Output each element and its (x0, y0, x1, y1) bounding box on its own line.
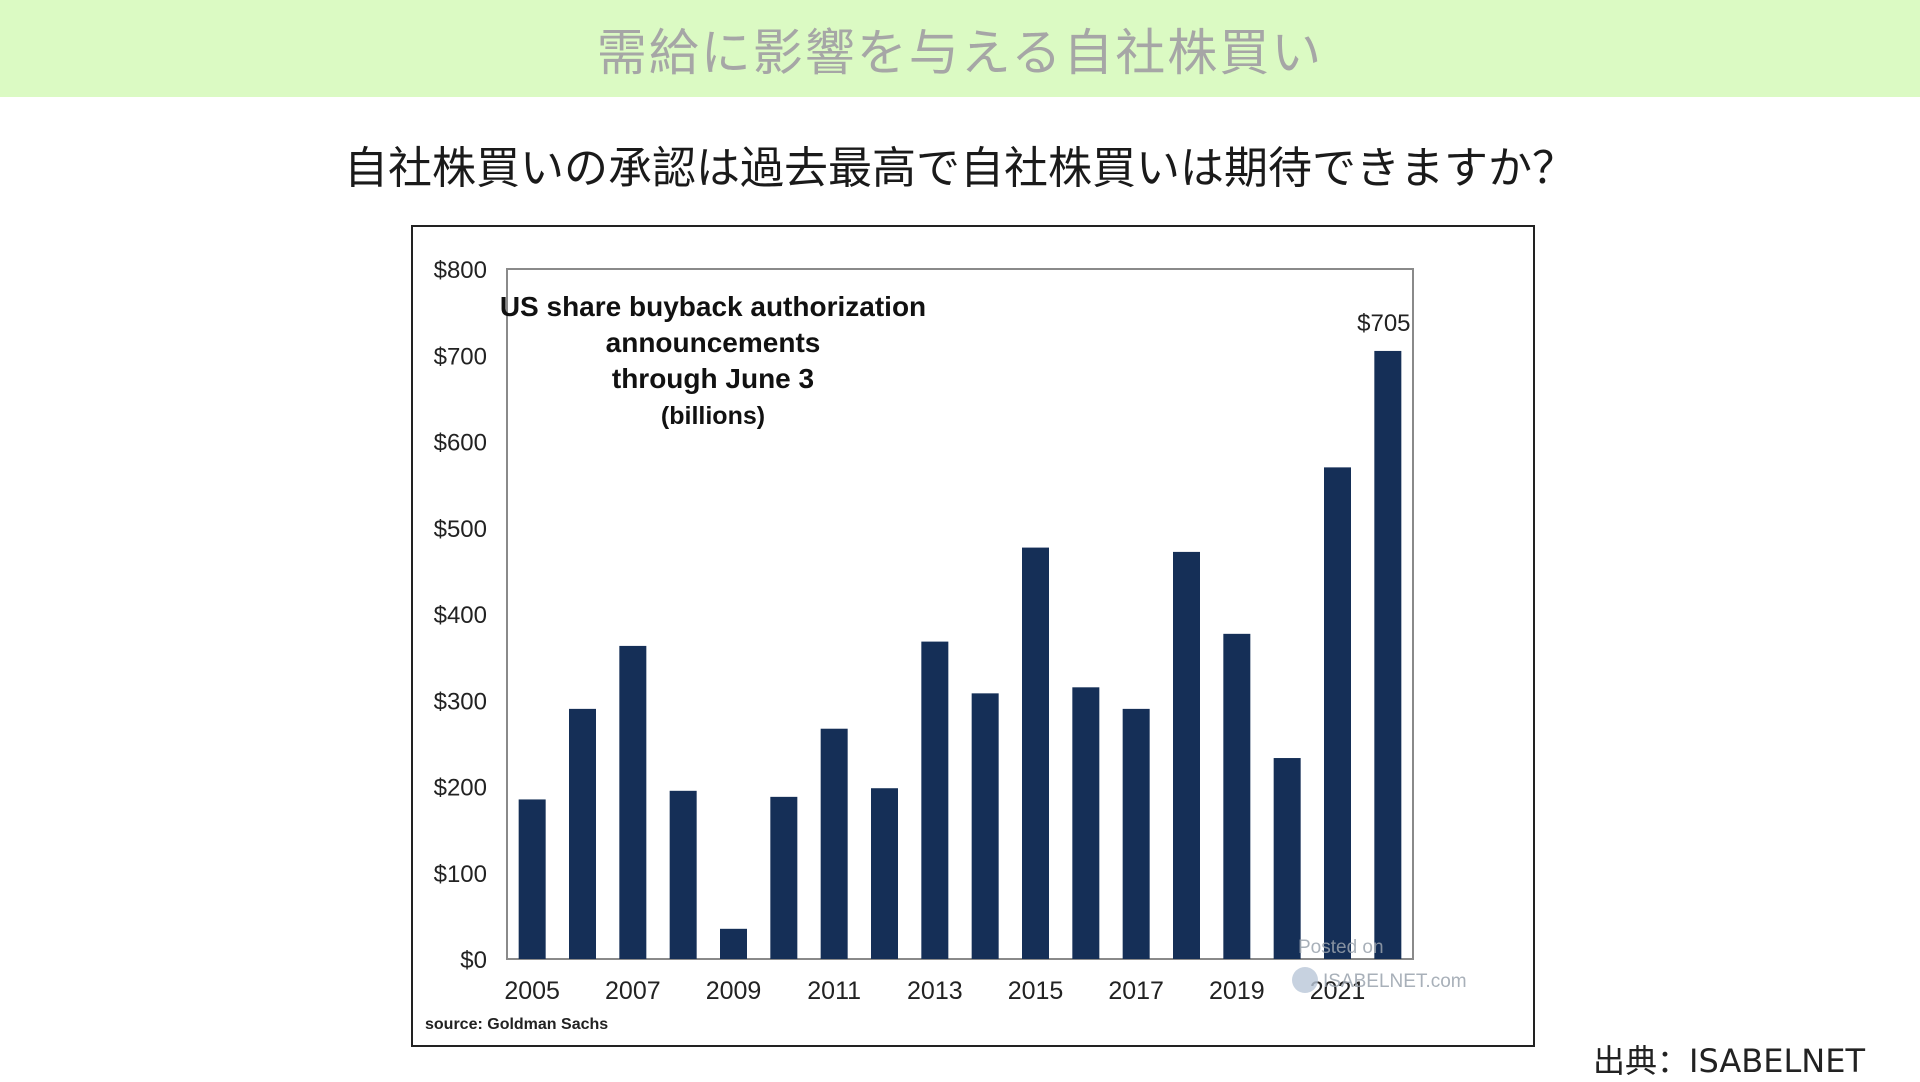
y-tick-label: $100 (434, 861, 487, 888)
bar-2017 (1122, 708, 1150, 959)
title-banner: 需給に影響を与える自社株買い (0, 0, 1920, 97)
bar-2021 (1324, 467, 1351, 959)
x-tick-label: 2015 (1008, 977, 1064, 1005)
chart-frame: $0 $100 $200 $300 $400 $500 $600 $700 $800 2005 20… (411, 225, 1535, 1047)
bar-2013 (921, 641, 949, 959)
x-tick-label: 2019 (1209, 977, 1265, 1005)
bar-2010 (770, 796, 798, 959)
chart-title-line: announcements (606, 327, 821, 358)
x-tick-label: 2009 (706, 977, 762, 1005)
y-tick-label: $600 (434, 430, 487, 457)
watermark-site: ISABELNET.com (1323, 971, 1467, 992)
y-tick-label: $400 (434, 602, 487, 629)
x-tick-label: 2007 (605, 977, 661, 1005)
y-tick-label: $700 (434, 343, 487, 370)
bar-2022 (1374, 350, 1402, 959)
chart-title-line: through June 3 (612, 363, 814, 394)
isabelnet-logo-icon (1292, 967, 1318, 993)
chart-title-line: US share buyback authorization (500, 291, 926, 322)
bar-2014 (971, 693, 999, 959)
y-tick-label: $200 (434, 775, 487, 802)
bar-2008 (669, 790, 697, 959)
bar-2019 (1223, 633, 1251, 959)
x-tick-label: 2017 (1108, 977, 1164, 1005)
bar-2015 (1022, 547, 1049, 959)
x-tick-label: 2011 (807, 977, 861, 1005)
data-label-2022: $705 (1357, 310, 1410, 337)
bar-2016 (1072, 687, 1100, 959)
bar-2011 (820, 728, 848, 959)
slide-subtitle: 自社株買いの承認は過去最高で自社株買いは期待できますか？ (344, 143, 1576, 194)
y-tick-label: $0 (460, 947, 487, 974)
y-tick-label: $500 (434, 516, 487, 543)
bar-2020 (1273, 758, 1301, 959)
source-credit: 出典：ISABELNET (1593, 1042, 1865, 1080)
y-tick-label: $300 (434, 688, 487, 715)
bar-2012 (871, 788, 898, 959)
bar-2009 (720, 928, 747, 959)
chart-title-line: (billions) (661, 402, 765, 430)
bar-2006 (569, 708, 596, 959)
plot-area-border (506, 268, 1414, 960)
bar-2018 (1173, 551, 1200, 959)
x-tick-label: 2013 (907, 977, 963, 1005)
buyback-bar-chart: $0 $100 $200 $300 $400 $500 $600 $700 $800 2005 20… (425, 257, 1467, 1033)
x-tick-label: 2005 (504, 977, 560, 1005)
bar-2007 (619, 645, 647, 959)
x-tick-label: 2021 (1310, 977, 1366, 1005)
chart-source: source: Goldman Sachs (425, 1016, 608, 1033)
banner-title: 需給に影響を与える自社株買い (596, 23, 1324, 82)
y-tick-label: $800 (434, 257, 487, 284)
watermark-posted-on: Posted on (1298, 937, 1384, 958)
bar-2005 (518, 799, 546, 959)
